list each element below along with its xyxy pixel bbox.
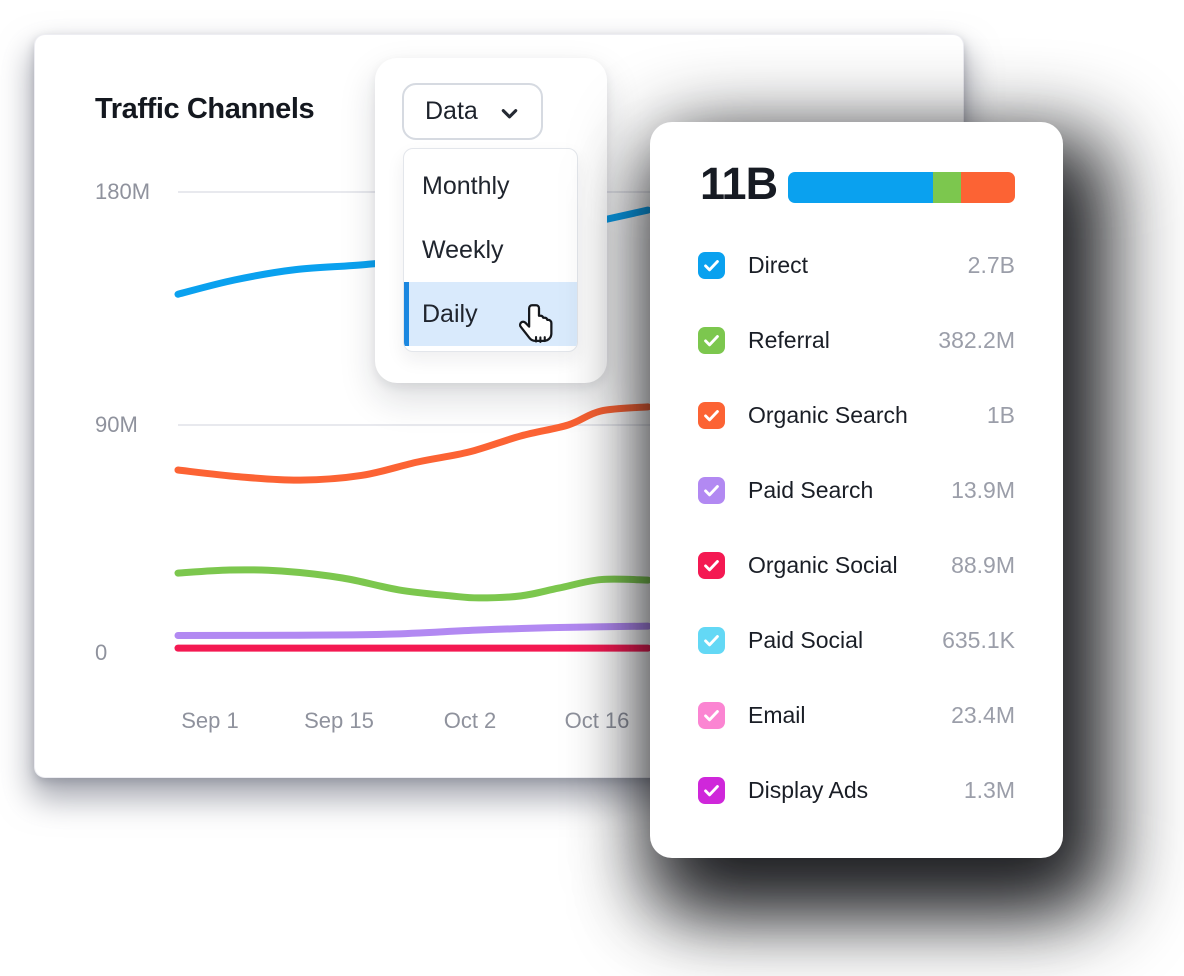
channel-label: Organic Social (748, 551, 898, 578)
check-icon (704, 484, 719, 496)
channel-row[interactable]: Paid Search 13.9M (698, 476, 1015, 504)
data-dropdown-button[interactable]: Data (402, 83, 543, 140)
chevron-down-icon (501, 108, 518, 118)
channel-value: 1B (986, 401, 1015, 428)
channel-checkbox[interactable] (698, 476, 725, 504)
channel-value: 23.4M (951, 701, 1015, 728)
channel-row[interactable]: Organic Social 88.9M (698, 551, 1015, 579)
channel-label: Email (748, 701, 806, 728)
total-traffic-value: 11B (700, 158, 778, 209)
channel-label: Direct (748, 251, 809, 278)
share-bar-segment (933, 172, 961, 203)
channel-label: Organic Search (748, 401, 908, 428)
channel-legend: Direct 2.7B Referral 382.2M Organic Sear… (698, 251, 1015, 804)
check-icon (704, 334, 719, 346)
series-line-organic-search (174, 403, 652, 484)
channel-checkbox[interactable] (698, 401, 725, 429)
channel-checkbox[interactable] (698, 776, 725, 804)
check-icon (704, 409, 719, 421)
channel-checkbox[interactable] (698, 551, 725, 579)
share-bar-segment (788, 172, 934, 203)
channel-row[interactable]: Paid Social 635.1K (698, 626, 1015, 654)
check-icon (704, 559, 719, 571)
channel-label: Paid Search (748, 476, 874, 503)
dropdown-menu-item-label: Monthly (422, 171, 510, 200)
x-axis-tick: Oct 16 (564, 708, 630, 733)
dropdown-menu-item-label: Daily (422, 299, 478, 328)
channel-row[interactable]: Direct 2.7B (698, 251, 1015, 279)
check-icon (704, 259, 719, 271)
channel-value: 88.9M (951, 551, 1015, 578)
channel-checkbox[interactable] (698, 251, 725, 279)
data-dropdown-label: Data (425, 97, 478, 125)
share-bar-segment (960, 172, 1015, 203)
channel-value: 1.3M (963, 776, 1015, 803)
channel-value: 635.1K (942, 626, 1015, 653)
channel-value: 382.2M (938, 326, 1015, 353)
channel-value: 13.9M (951, 476, 1015, 503)
hand-cursor-icon (518, 304, 553, 344)
channel-share-bar (788, 172, 1015, 203)
channel-row[interactable]: Email 23.4M (698, 701, 1015, 729)
x-axis-tick: Sep 1 (181, 708, 239, 733)
channel-value: 2.7B (967, 251, 1015, 278)
channel-checkbox[interactable] (698, 701, 725, 729)
page-title: Traffic Channels (95, 93, 315, 125)
y-axis-tick: 0 (95, 640, 108, 665)
channel-label: Display Ads (748, 776, 869, 803)
data-dropdown-popover: Data Monthly Weekly Daily (375, 58, 607, 383)
channel-row[interactable]: Organic Search 1B (698, 401, 1015, 429)
check-icon (704, 784, 719, 796)
series-line-paid-search (174, 622, 652, 639)
dropdown-menu-item[interactable]: Weekly (404, 218, 577, 282)
channel-checkbox[interactable] (698, 326, 725, 354)
x-axis-tick: Sep 15 (304, 708, 374, 733)
dropdown-menu-item[interactable]: Monthly (404, 154, 577, 218)
y-axis-tick: 180M (95, 179, 151, 204)
selected-item-accent (404, 282, 409, 346)
channel-row[interactable]: Display Ads 1.3M (698, 776, 1015, 804)
check-icon (704, 709, 719, 721)
channel-row[interactable]: Referral 382.2M (698, 326, 1015, 354)
channel-label: Referral (748, 326, 830, 353)
x-axis-tick: Oct 2 (443, 708, 497, 733)
channel-checkbox[interactable] (698, 626, 725, 654)
channel-label: Paid Social (748, 626, 864, 653)
y-axis-tick: 90M (95, 412, 138, 437)
dropdown-menu-item-label: Weekly (422, 235, 504, 264)
series-line-referral (174, 566, 652, 602)
check-icon (704, 634, 719, 646)
channels-summary-panel: 11B Direct 2.7B Referral 382.2M (650, 122, 1063, 858)
